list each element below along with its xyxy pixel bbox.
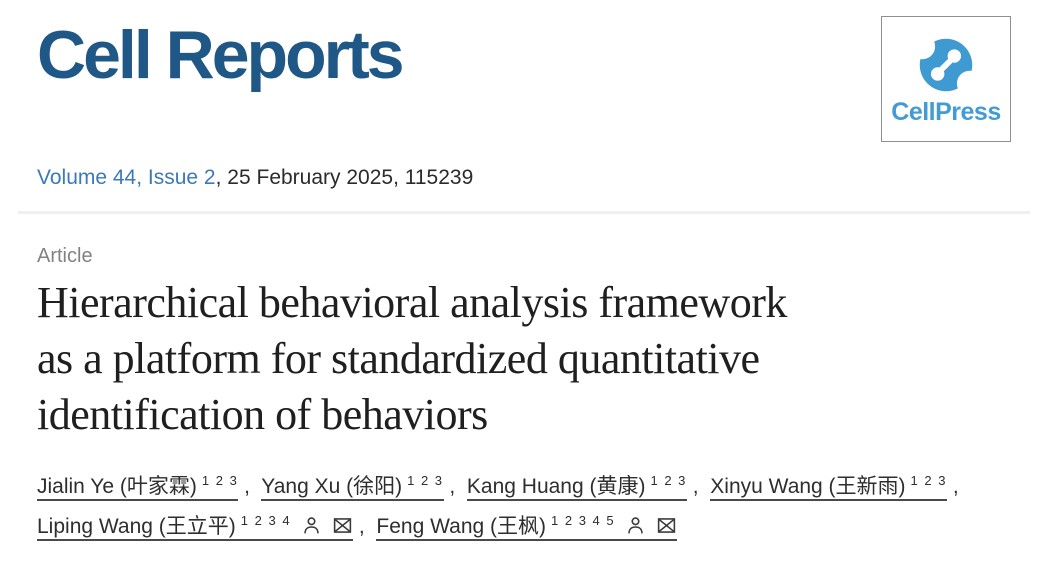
author-affiliation-superscripts: 1 2 3 [201,473,239,488]
author-separator: , [358,515,371,538]
author-link[interactable]: Yang Xu (徐阳) 1 2 3 [261,473,444,501]
author-link[interactable]: Kang Huang (黄康) 1 2 3 [466,473,687,501]
page-header: Cell Reports CellPress [37,0,1011,142]
author-separator: , [244,475,256,498]
cellpress-swirl-icon [914,33,978,97]
author-link[interactable]: Xinyu Wang (王新雨) 1 2 3 [710,473,947,501]
corresponding-author-icons [615,515,677,538]
person-icon [304,517,319,534]
person-icon [628,517,643,534]
author-affiliation-superscripts: 1 2 3 4 [240,513,292,528]
author-affiliation-superscripts: 1 2 3 [910,473,947,488]
article-title-line-3: identification of behaviors [37,390,488,439]
envelope-icon [657,518,676,533]
cellpress-logo-badge[interactable]: CellPress [881,16,1011,142]
author-name: Xinyu Wang (王新雨) [710,475,906,498]
author-list: Jialin Ye (叶家霖) 1 2 3 , Yang Xu (徐阳) 1 2 3… [37,467,1011,547]
cellpress-logo-text: CellPress [891,98,1001,126]
volume-issue-link[interactable]: Volume 44, Issue 2 [37,166,216,189]
author-name: Liping Wang (王立平) [37,515,236,538]
author-separator: , [952,475,965,498]
author-link[interactable]: Feng Wang (王枫) 1 2 3 4 5 [376,513,678,541]
author-separator: , [449,475,462,498]
author-separator: , [692,475,705,498]
issue-citation-line: Volume 44, Issue 2, 25 February 2025, 11… [37,166,1011,190]
author-link[interactable]: Jialin Ye (叶家霖) 1 2 3 [37,473,239,501]
article-title-line-2: as a platform for standardized quantitat… [37,334,760,383]
article-title-line-1: Hierarchical behavioral analysis framewo… [37,278,787,327]
author-name: Kang Huang (黄康) [466,475,646,498]
author-name: Feng Wang (王枫) [376,515,547,538]
author-name: Jialin Ye (叶家霖) [37,475,197,498]
author-name: Yang Xu (徐阳) [261,475,403,498]
journal-logo[interactable]: Cell Reports [37,17,405,93]
author-link[interactable]: Liping Wang (王立平) 1 2 3 4 [37,513,354,541]
author-affiliation-superscripts: 1 2 3 [650,473,687,488]
corresponding-author-icons [291,515,353,538]
issue-date-text: , 25 February 2025, 115239 [215,166,474,189]
article-type-label: Article [37,245,93,267]
author-affiliation-superscripts: 1 2 3 4 5 [551,513,616,528]
section-divider [18,211,1030,214]
envelope-icon [333,518,352,533]
article-title: Hierarchical behavioral analysis framewo… [37,275,1011,443]
author-affiliation-superscripts: 1 2 3 [407,473,444,488]
